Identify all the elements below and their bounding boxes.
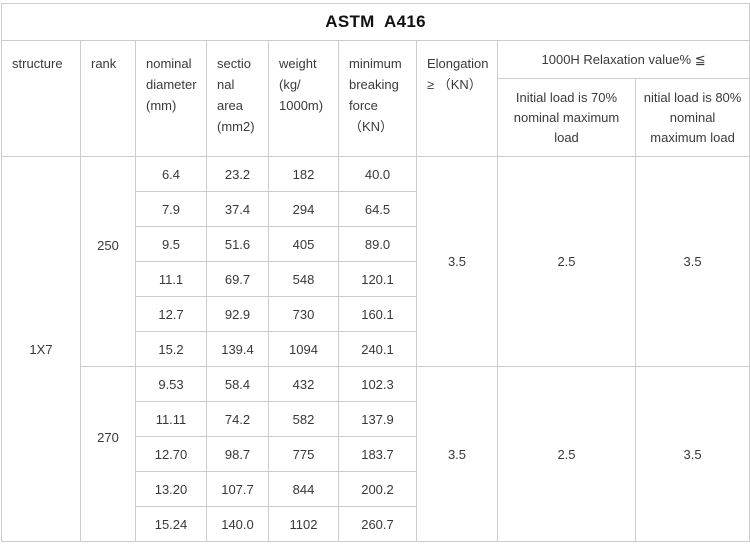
cell-weight: 775: [268, 436, 339, 472]
table-row: 15.24 140.0 1102 260.7: [2, 506, 750, 542]
cell-force: 64.5: [338, 191, 417, 227]
title-row: ASTM A416: [0, 3, 750, 41]
header-weight: weight (kg/ 1000m): [268, 40, 339, 157]
cell-diameter: 6.4: [135, 156, 207, 192]
cell-structure: 1X7: [1, 156, 81, 542]
cell-rank: 250: [80, 156, 136, 367]
header-row-sub: Initial load is 70% nominal maximum load…: [2, 78, 750, 157]
cell-diameter: 13.20: [135, 471, 207, 507]
cell-area: 74.2: [206, 401, 269, 437]
cell-relaxation-80: 3.5: [634, 156, 750, 367]
cell-area: 98.7: [206, 436, 269, 472]
cell-area: 92.9: [206, 296, 269, 332]
cell-diameter: 12.70: [135, 436, 207, 472]
table-row: 11.1 69.7 548 120.1: [2, 261, 750, 297]
header-row-top: structure rank nominal diameter (mm) sec…: [1, 40, 750, 157]
cell-force: 102.3: [338, 366, 417, 402]
table-row: 12.70 98.7 775 183.7: [2, 436, 750, 472]
header-nominal-diameter: nominal diameter (mm): [135, 40, 207, 157]
table-title: ASTM A416: [0, 3, 750, 41]
cell-weight: 1102: [268, 506, 339, 542]
cell-diameter: 9.53: [135, 366, 207, 402]
cell-force: 89.0: [338, 226, 417, 262]
cell-weight: 405: [268, 226, 339, 262]
cell-force: 160.1: [338, 296, 417, 332]
cell-force: 137.9: [338, 401, 417, 437]
cell-area: 69.7: [206, 261, 269, 297]
cell-diameter: 11.11: [135, 401, 207, 437]
cell-force: 260.7: [338, 506, 417, 542]
astm-a416-spec-table: ASTM A416 structure rank nominal diamete…: [0, 3, 750, 542]
cell-force: 200.2: [338, 471, 417, 507]
header-structure: structure: [1, 40, 81, 157]
table-row: 11.11 74.2 582 137.9: [2, 401, 750, 437]
cell-weight: 182: [268, 156, 339, 192]
cell-area: 51.6: [206, 226, 269, 262]
header-relaxation-80: nitial load is 80% nominal maximum load: [634, 78, 750, 157]
header-relaxation: 1000H Relaxation value% ≦: [496, 40, 750, 79]
cell-relaxation-80: 3.5: [634, 366, 750, 542]
cell-force: 120.1: [338, 261, 417, 297]
cell-area: 37.4: [206, 191, 269, 227]
header-min-breaking-force: minimum breaking force （KN）: [338, 40, 417, 157]
table-row: 7.9 37.4 294 64.5: [2, 191, 750, 227]
cell-force: 183.7: [338, 436, 417, 472]
cell-diameter: 9.5: [135, 226, 207, 262]
cell-area: 140.0: [206, 506, 269, 542]
cell-weight: 548: [268, 261, 339, 297]
table-row: 12.7 92.9 730 160.1: [2, 296, 750, 332]
cell-weight: 432: [268, 366, 339, 402]
cell-rank: 270: [80, 366, 136, 542]
table-row: 1X7 250 6.4 23.2 182 40.0 3.5 2.5 3.5: [1, 156, 750, 542]
table-row: 270 9.53 58.4 432 102.3 3.5 2.5 3.5: [2, 366, 750, 542]
header-relaxation-70: Initial load is 70% nominal maximum load: [497, 78, 636, 157]
cell-area: 107.7: [206, 471, 269, 507]
cell-elongation: 3.5: [416, 156, 498, 367]
cell-weight: 582: [268, 401, 339, 437]
cell-area: 23.2: [206, 156, 269, 192]
cell-weight: 294: [268, 191, 339, 227]
header-elongation: Elongation ≥ （KN）: [416, 40, 498, 157]
cell-relaxation-70: 2.5: [497, 156, 636, 367]
cell-force: 240.1: [338, 331, 417, 367]
cell-area: 139.4: [206, 331, 269, 367]
table-row: 15.2 139.4 1094 240.1: [2, 331, 750, 367]
cell-diameter: 11.1: [135, 261, 207, 297]
cell-diameter: 12.7: [135, 296, 207, 332]
cell-weight: 844: [268, 471, 339, 507]
table-row: 13.20 107.7 844 200.2: [2, 471, 750, 507]
cell-elongation: 3.5: [416, 366, 498, 542]
cell-diameter: 15.2: [135, 331, 207, 367]
cell-force: 40.0: [338, 156, 417, 192]
cell-relaxation-70: 2.5: [497, 366, 636, 542]
cell-diameter: 15.24: [135, 506, 207, 542]
header-sectional-area: sectio nal area (mm2): [206, 40, 269, 157]
cell-weight: 1094: [268, 331, 339, 367]
cell-weight: 730: [268, 296, 339, 332]
header-rank: rank: [80, 40, 136, 157]
cell-diameter: 7.9: [135, 191, 207, 227]
cell-area: 58.4: [206, 366, 269, 402]
